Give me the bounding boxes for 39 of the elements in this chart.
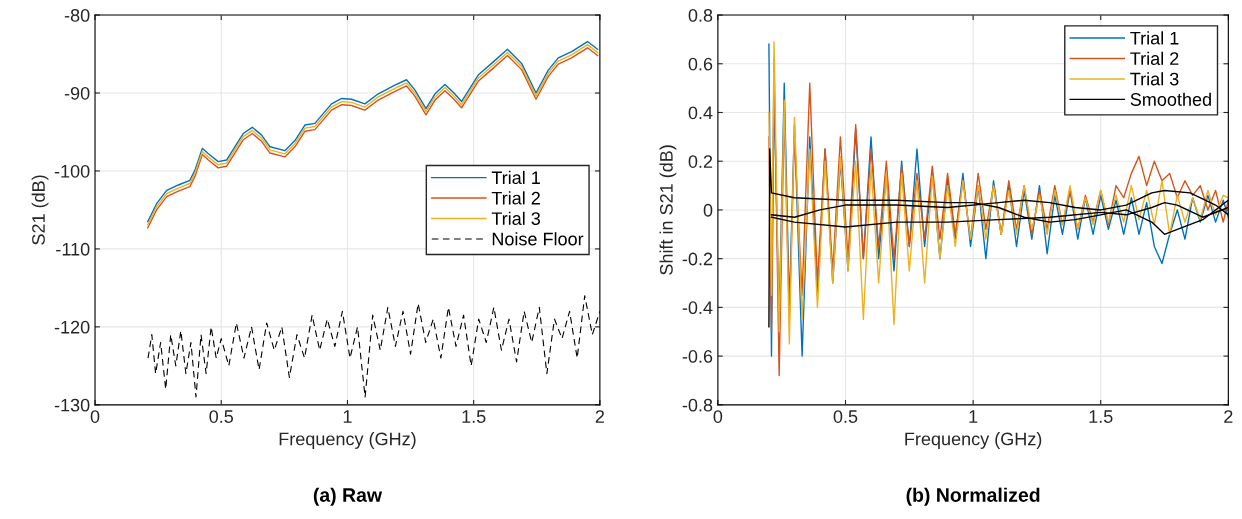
y-tick-label: 0.8 [688, 8, 713, 22]
legend-label: Trial 3 [1130, 72, 1179, 86]
legend-label: Noise Floor [492, 232, 584, 246]
y-tick-label: -0.4 [682, 301, 713, 315]
x-tick-label: 1 [343, 410, 352, 423]
y-tick-label: -90 [64, 86, 90, 100]
legend-label: Trial 1 [1130, 31, 1179, 45]
x-axis-title: Frequency (GHz) [905, 432, 1042, 449]
y-axis-title: S21 (dB) [31, 175, 49, 245]
x-tick-label: 1.5 [1089, 410, 1113, 423]
x-tick-label: 0.5 [833, 410, 858, 423]
y-tick-label: -130 [54, 398, 90, 412]
y-tick-label: 0.2 [688, 155, 713, 168]
x-tick-label: 1.5 [462, 410, 486, 423]
text: (a) Raw [313, 487, 383, 506]
x-tick-label: 2 [1224, 410, 1233, 423]
y-tick-label: -0.2 [682, 252, 713, 266]
x-tick-label: 0 [90, 410, 100, 423]
x-tick-label: 0.5 [209, 410, 234, 423]
legend-label: Trial 3 [491, 211, 541, 225]
y-tick-label: -110 [56, 242, 90, 256]
y-tick-label: -0.8 [682, 398, 713, 412]
legend-label: Trial 2 [491, 191, 540, 205]
y-axis-title: Shift in S21 (dB) [659, 145, 677, 275]
y-tick-label: -0.6 [682, 350, 713, 363]
x-axis-title: Frequency (GHz) [279, 432, 416, 449]
y-tick-label: 0.6 [688, 57, 713, 71]
legend-label: Trial 2 [1130, 51, 1179, 66]
y-tick-label: 0.4 [688, 106, 713, 120]
legend-label: Trial 1 [491, 170, 540, 185]
y-tick-label: -80 [64, 8, 90, 22]
x-tick-label: 2 [595, 410, 604, 423]
legend-label: Smoothed [1130, 92, 1211, 106]
x-tick-label: 1 [969, 410, 978, 423]
y-tick-label: -100 [54, 164, 90, 178]
y-tick-label: -120 [54, 320, 90, 334]
y-tick-label: 0 [703, 203, 713, 217]
text: (b) Normalized [906, 487, 1040, 506]
x-tick-label: 0 [713, 410, 723, 423]
